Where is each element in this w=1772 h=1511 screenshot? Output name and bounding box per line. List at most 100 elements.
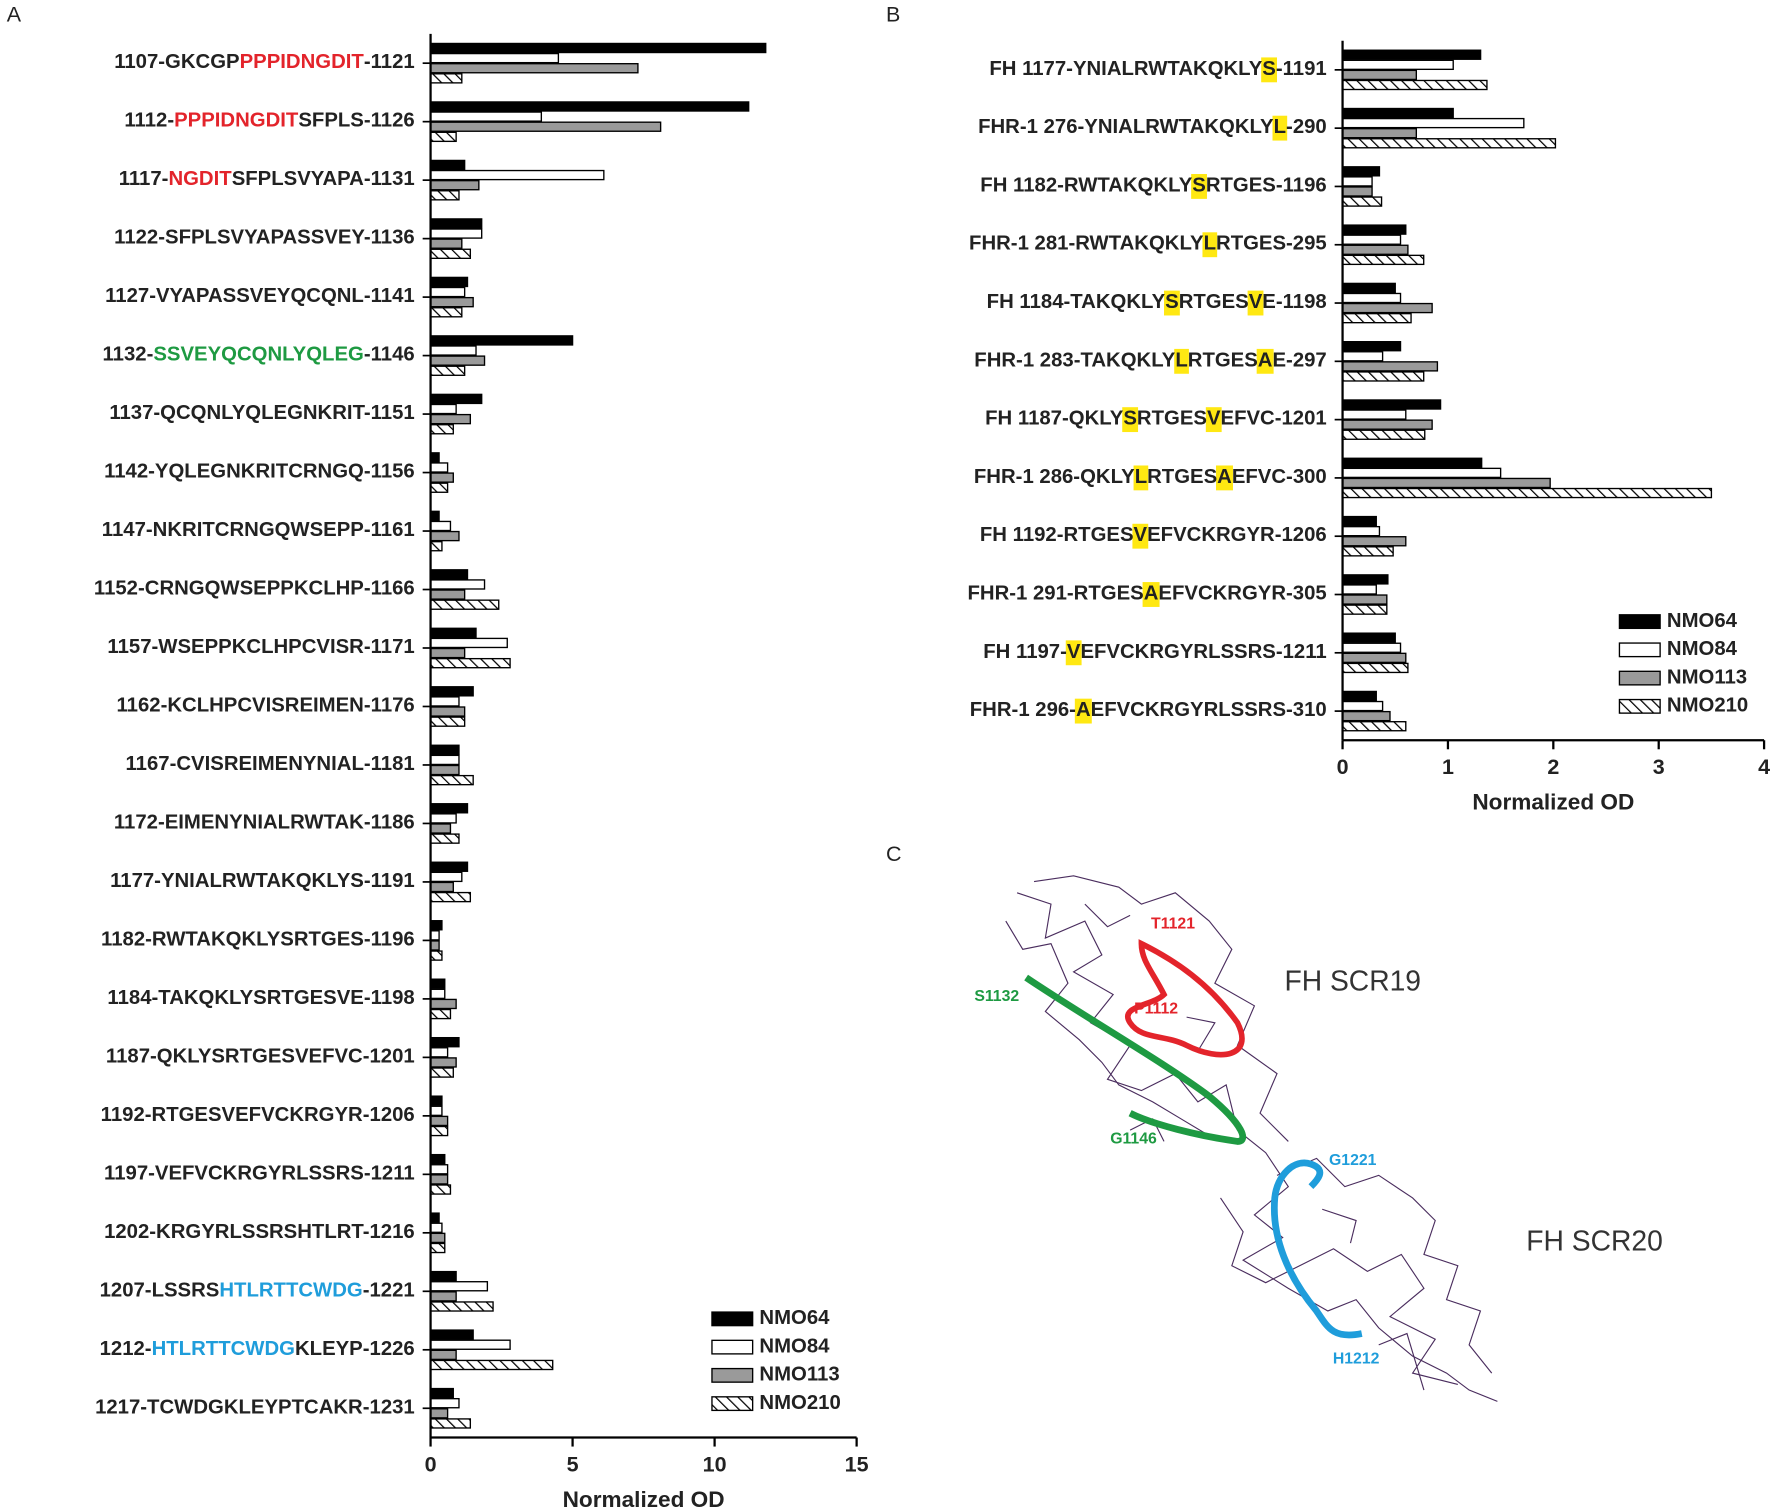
bar bbox=[1341, 371, 1425, 382]
category-part: SFPLS-1126 bbox=[298, 110, 414, 132]
category-label: FHR-1 296-AEFVCKRGYRLSSRS-310 bbox=[970, 699, 1327, 721]
bar bbox=[429, 940, 440, 951]
bar bbox=[429, 988, 446, 1000]
bar bbox=[429, 190, 460, 201]
bar bbox=[1341, 361, 1439, 372]
bar bbox=[429, 111, 543, 122]
x-tick-label: 1 bbox=[1442, 755, 1454, 779]
bar bbox=[1341, 312, 1412, 324]
highlight bbox=[1164, 290, 1180, 316]
category-part: FHR-1 283-TAKQKLY bbox=[974, 350, 1175, 372]
category-label: FHR-1 281-RWTAKQKLYLRTGES-295 bbox=[969, 233, 1327, 255]
category-part: 1207-LSSRS bbox=[100, 1280, 220, 1302]
bar bbox=[429, 823, 452, 834]
bar bbox=[429, 1184, 452, 1195]
category-part: FH 1177-YNIALRWTAKQKLY bbox=[989, 58, 1262, 80]
bar bbox=[429, 1153, 446, 1165]
bar bbox=[429, 657, 511, 669]
category-part: EFVCKRGYR-1206 bbox=[1147, 525, 1327, 547]
bar bbox=[429, 1398, 460, 1409]
residue-label: H1212 bbox=[1333, 1351, 1380, 1368]
bar bbox=[1341, 166, 1381, 177]
bar bbox=[429, 978, 446, 989]
category-part: 1117- bbox=[119, 169, 169, 191]
bar bbox=[429, 286, 466, 298]
bar bbox=[1341, 107, 1454, 119]
category-label: FH 1177-YNIALRWTAKQKLYS-1191 bbox=[989, 58, 1326, 80]
category-part: L bbox=[1274, 117, 1286, 139]
category-label: FH 1197-VEFVCKRGYRLSSRS-1211 bbox=[983, 641, 1326, 663]
category-part: EFVCKRGYR-305 bbox=[1158, 583, 1326, 605]
x-tick-label: 4 bbox=[1758, 755, 1770, 779]
highlight bbox=[1272, 115, 1288, 141]
bar bbox=[429, 238, 463, 249]
bar bbox=[429, 1057, 457, 1068]
bar bbox=[429, 121, 662, 132]
residue-label: G1221 bbox=[1329, 1152, 1377, 1169]
category-label: 1127-VYAPASSVEYQCQNL-1141 bbox=[105, 285, 415, 307]
bar bbox=[1341, 138, 1557, 149]
category-label: 1142-YQLEGNKRITCRNGQ-1156 bbox=[104, 461, 415, 483]
bar bbox=[429, 1095, 443, 1106]
bar bbox=[429, 1408, 449, 1419]
bar bbox=[429, 482, 449, 493]
bar bbox=[1341, 196, 1383, 207]
bar bbox=[429, 169, 605, 181]
category-part: A bbox=[1217, 466, 1232, 488]
bar bbox=[1341, 632, 1396, 643]
bar bbox=[1341, 652, 1407, 664]
category-part: A bbox=[1258, 350, 1273, 372]
highlight bbox=[1261, 57, 1277, 83]
category-part: A bbox=[1076, 699, 1091, 721]
bar bbox=[429, 1359, 554, 1371]
category-part: 1157-WSEPPKCLHPCVISR-1171 bbox=[107, 636, 414, 658]
bar bbox=[1341, 467, 1502, 479]
bar bbox=[429, 1418, 472, 1429]
bar bbox=[429, 248, 472, 260]
category-label: 1177-YNIALRWTAKQKLYS-1191 bbox=[110, 870, 415, 892]
legend-label: NMO210 bbox=[759, 1392, 840, 1414]
category-part: 1132- bbox=[102, 344, 153, 366]
category-label: 1152-CRNGQWSEPPKCLHP-1166 bbox=[94, 578, 415, 600]
category-label: 1112-PPPIDNGDITSFPLS-1126 bbox=[124, 110, 414, 132]
residue-label: P1112 bbox=[1134, 1000, 1178, 1017]
category-part: -1121 bbox=[364, 52, 415, 74]
category-part: PPPIDNGDIT bbox=[174, 110, 299, 132]
category-part: S bbox=[1123, 408, 1137, 430]
category-label: FH 1192-RTGESVEFVCKRGYR-1206 bbox=[980, 525, 1327, 547]
legend-label: NMO84 bbox=[1667, 638, 1738, 660]
x-tick-label: 0 bbox=[1337, 755, 1349, 779]
bar bbox=[429, 276, 469, 288]
legend-label: NMO64 bbox=[1667, 610, 1738, 632]
bar bbox=[429, 530, 460, 542]
loop-red bbox=[1125, 939, 1245, 1058]
domain-label: FH SCR19 bbox=[1284, 965, 1421, 997]
bar bbox=[429, 861, 469, 872]
category-part: FHR-1 276-YNIALRWTAKQKLY bbox=[978, 117, 1274, 139]
highlight bbox=[1202, 232, 1218, 258]
bar bbox=[429, 365, 466, 376]
bar bbox=[429, 754, 460, 766]
bar bbox=[429, 627, 477, 639]
bar bbox=[1341, 282, 1396, 294]
bar bbox=[1341, 515, 1377, 527]
category-part: FHR-1 281-RWTAKQKLY bbox=[969, 233, 1204, 255]
category-part: 1152-CRNGQWSEPPKCLHP-1166 bbox=[94, 578, 415, 600]
category-part: HTLRTTCWDG bbox=[152, 1338, 295, 1360]
legend-label: NMO113 bbox=[1667, 666, 1747, 688]
bar bbox=[429, 1242, 446, 1254]
category-part: RTGES-295 bbox=[1216, 233, 1327, 255]
category-part: L bbox=[1135, 466, 1147, 488]
bar bbox=[1341, 59, 1454, 71]
category-part: 1212- bbox=[100, 1338, 152, 1360]
category-part: EFVC-1201 bbox=[1221, 408, 1327, 430]
bar bbox=[429, 599, 500, 610]
category-part: FH 1192-RTGES bbox=[980, 525, 1134, 547]
bar bbox=[1341, 690, 1377, 702]
bar bbox=[1341, 457, 1483, 468]
highlight bbox=[1191, 174, 1207, 199]
bar bbox=[429, 413, 472, 425]
category-part: 1112- bbox=[124, 110, 174, 132]
bar bbox=[1341, 224, 1407, 235]
